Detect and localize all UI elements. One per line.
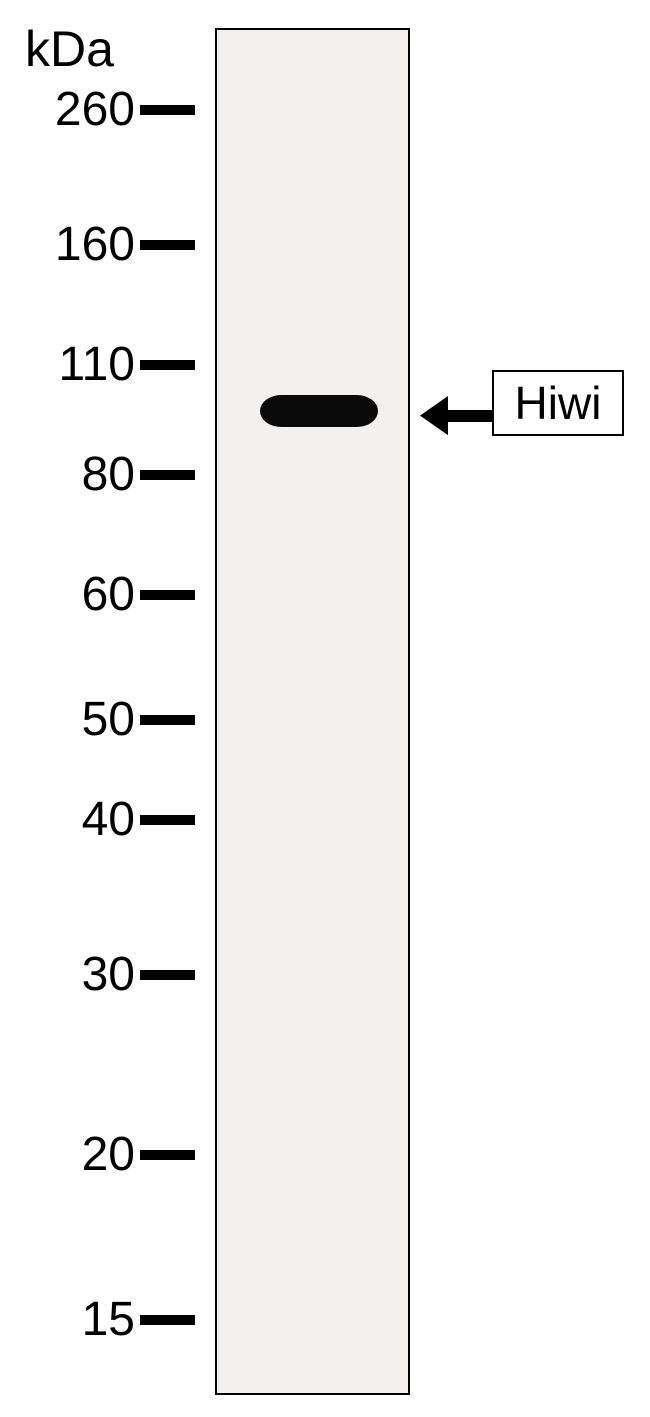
marker-tick: [140, 470, 195, 480]
marker-tick: [140, 970, 195, 980]
marker-tick: [140, 590, 195, 600]
marker-tick: [140, 815, 195, 825]
marker-label: 15: [82, 1292, 135, 1347]
marker-tick: [140, 360, 195, 370]
annotation-label-text: Hiwi: [515, 376, 602, 430]
blot-lane: [215, 28, 410, 1395]
marker-tick: [140, 1150, 195, 1160]
marker-label: 160: [55, 217, 135, 272]
marker-label: 80: [82, 447, 135, 502]
marker-label: 260: [55, 82, 135, 137]
marker-label: 110: [58, 337, 135, 392]
western-blot-figure: kDa 260 160 110 80 60 50 40 30 20 15 Hiwi: [0, 0, 650, 1417]
marker-label: 60: [82, 567, 135, 622]
marker-tick: [140, 1315, 195, 1325]
marker-label: 50: [82, 692, 135, 747]
marker-tick: [140, 240, 195, 250]
marker-label: 20: [82, 1127, 135, 1182]
protein-band: [260, 395, 378, 427]
annotation-arrow: [420, 396, 500, 435]
annotation-label-box: Hiwi: [492, 370, 624, 436]
marker-tick: [140, 715, 195, 725]
marker-label: 40: [82, 792, 135, 847]
marker-tick: [140, 105, 195, 115]
arrow-head-icon: [420, 396, 448, 435]
unit-label: kDa: [25, 20, 114, 78]
marker-label: 30: [82, 947, 135, 1002]
